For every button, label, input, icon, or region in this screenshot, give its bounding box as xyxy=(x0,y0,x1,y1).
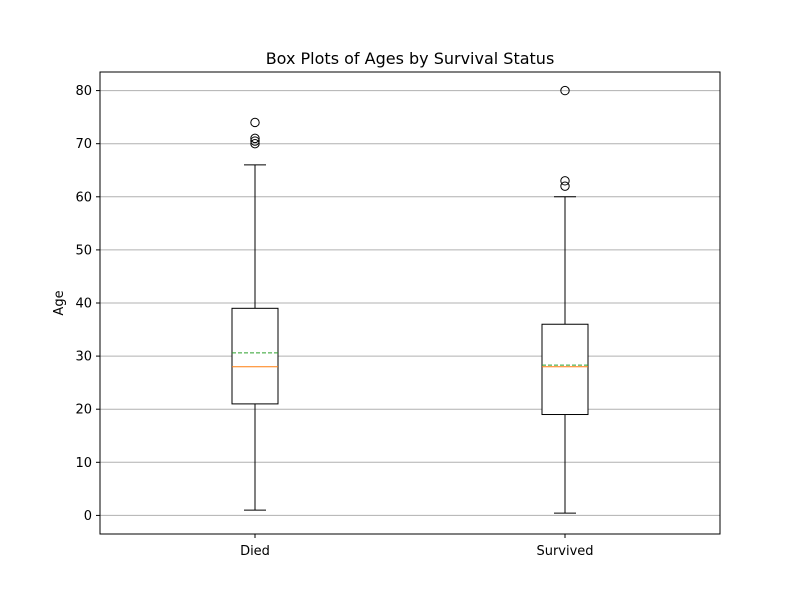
y-tick-label: 20 xyxy=(75,403,92,418)
iqr-box xyxy=(231,307,279,405)
grid-lines xyxy=(100,90,720,516)
outlier-point xyxy=(560,85,570,96)
y-axis-label: Age xyxy=(52,290,67,315)
outlier-point xyxy=(250,117,260,128)
x-tick-label: Survived xyxy=(536,544,593,559)
y-tick-label: 10 xyxy=(75,456,92,471)
y-tick-label: 40 xyxy=(75,297,92,312)
y-tick-label: 30 xyxy=(75,350,92,365)
y-tick-label: 0 xyxy=(84,509,92,524)
box-plot-series xyxy=(231,85,589,514)
iqr-box xyxy=(541,323,589,416)
box-group-died xyxy=(231,117,279,511)
x-tick-label: Died xyxy=(240,544,270,559)
x-axis: Died Survived xyxy=(240,534,594,559)
outlier-point xyxy=(250,138,260,149)
y-axis: 0 10 20 30 40 50 60 70 80 xyxy=(75,84,100,524)
outlier-point xyxy=(250,133,260,144)
y-tick-label: 50 xyxy=(75,243,92,258)
outlier-point xyxy=(560,181,570,191)
y-tick-label: 70 xyxy=(75,137,92,152)
outlier-point xyxy=(250,136,260,146)
y-tick-label: 80 xyxy=(75,84,92,99)
box-group-survived xyxy=(541,85,589,514)
outlier-point xyxy=(560,176,570,186)
y-tick-label: 60 xyxy=(75,190,92,205)
chart-title: Box Plots of Ages by Survival Status xyxy=(266,49,555,68)
